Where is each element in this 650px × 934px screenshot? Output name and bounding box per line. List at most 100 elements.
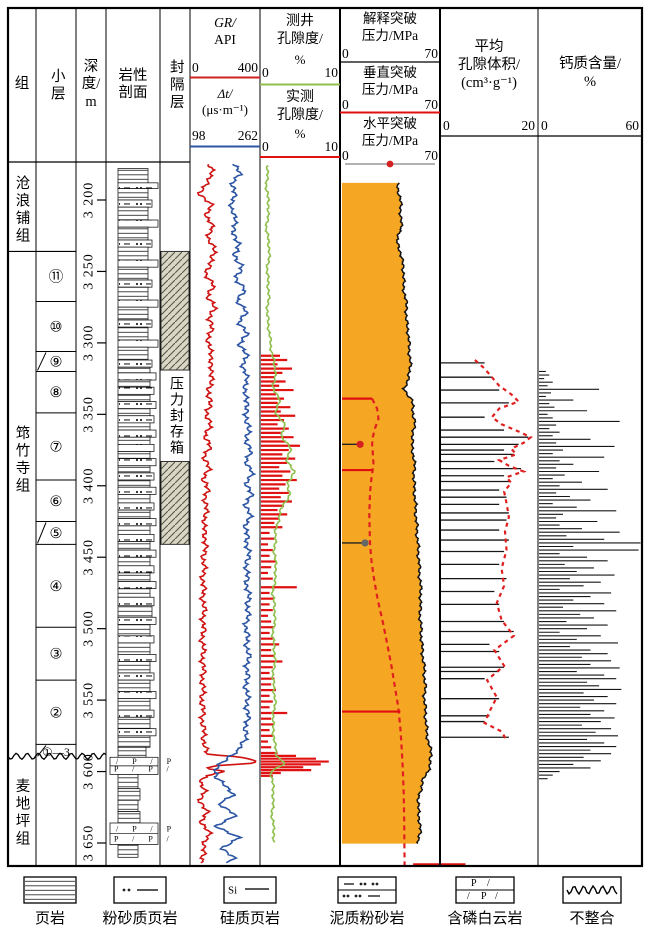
depth-header-line2: 度/	[81, 76, 101, 93]
sublayer-label: ⑩	[50, 319, 63, 335]
p-vert-scale: 0 70	[342, 98, 438, 112]
sublayer-label: ⑦	[50, 439, 63, 455]
gr-scale-min: 0	[192, 60, 199, 75]
legend-p-glyph: /	[467, 891, 470, 902]
depth-tick-label: 3 650	[82, 825, 97, 862]
outer-frame	[6, 6, 644, 868]
pore-vol-title3: (cm³·g⁻¹)	[461, 75, 517, 92]
por-meas-title1: 实测	[286, 90, 314, 105]
formation-name-0: 沧浪铺组	[13, 175, 30, 245]
por-meas-max: 10	[324, 139, 339, 154]
legend-si-glyph: Si	[228, 885, 237, 897]
p-horiz-max: 70	[424, 148, 439, 163]
p-vert-title2: 压力/MPa	[361, 81, 419, 97]
pore-vol-min: 0	[443, 118, 450, 133]
p-horiz-title1: 水平突破	[363, 116, 417, 131]
calcium-title2: %	[583, 74, 597, 91]
dt-unit: (μs·m⁻¹)	[202, 102, 248, 118]
legend-label-muddy-siltstone: 泥质粉砂岩	[329, 911, 405, 927]
pore-vol-title2: 孔隙体积/	[457, 57, 521, 74]
lithology-header-line2: 剖面	[118, 85, 148, 101]
legend-p-glyph: P	[481, 891, 487, 902]
formation-name-2: 麦地坪组	[13, 778, 30, 848]
gr-scale-max: 400	[237, 60, 258, 75]
calcium-min: 0	[541, 118, 548, 133]
por-log-pct-label: %	[294, 52, 306, 67]
legend: SiP//P /	[23, 876, 622, 904]
calcium-header: 钙质含量/ %	[538, 55, 642, 91]
p-horiz-scale-dot	[386, 160, 394, 168]
breakthrough-pressure-curve	[395, 182, 434, 845]
seal-hatch-box	[160, 460, 190, 545]
legend-label-silty-shale: 粉砂质页岩	[102, 911, 178, 927]
legend-box-siliceous-shale	[223, 876, 277, 904]
pore-vol-title1: 平均	[474, 39, 504, 55]
por-meas-header-title: 实测 孔隙度/	[260, 89, 340, 124]
por-log-title2: 孔隙度/	[277, 31, 323, 47]
dt-scale-min: 98	[192, 128, 206, 143]
legend-p-glyph: /	[487, 878, 490, 889]
dolomite-pattern-text: P / P /	[114, 764, 175, 773]
legend-label-siliceous-shale: 硅质页岩	[219, 911, 281, 927]
p-interp-header: 解释突破 压力/MPa	[340, 11, 440, 45]
depth-tick-label: 3 400	[82, 468, 97, 505]
sublayer-label: ⑨	[50, 354, 63, 370]
pore-volume-lines	[441, 362, 529, 738]
dt-scale: 98 262	[192, 129, 258, 143]
sublayer-label: ⑥	[50, 494, 63, 510]
depth-tick-label: 3 450	[82, 539, 97, 576]
legend-wavy	[566, 884, 618, 896]
legend-label-unconformity: 不整合	[569, 911, 615, 927]
depth-tick-label: 3 600	[82, 753, 97, 790]
por-log-scale: 0 10	[262, 66, 338, 80]
legend-label-shale: 页岩	[34, 911, 66, 927]
p-interp-title1: 解释突破	[363, 11, 417, 26]
por-log-header-title: 测井 孔隙度/	[260, 13, 340, 48]
sublayer-label: ⑪	[49, 268, 64, 285]
formation-label-canglangpu: 沧浪铺组	[9, 168, 35, 252]
dt-title: Δt/	[217, 86, 233, 101]
formation-name-1: 筇竹寺组	[13, 425, 30, 495]
p-vert-header: 垂直突破 压力/MPa	[340, 65, 440, 99]
sublayer-label: ⑤	[50, 526, 63, 542]
legend-label-phos-dolomite: 含磷白云岩	[447, 911, 523, 927]
dt-curve	[212, 163, 257, 864]
dolomite-pattern-text: / P / P	[116, 757, 177, 766]
depth-tick-label: 3 550	[82, 682, 97, 719]
sublayer-pinchout-slant	[37, 745, 47, 757]
seal-hatch-box	[160, 250, 190, 371]
depth-tick-label: 3 250	[82, 253, 97, 290]
por-meas-min: 0	[262, 139, 269, 154]
depth-tick-label: 3 500	[82, 610, 97, 647]
col-header-depth: 深 度/ m	[76, 8, 106, 162]
breakthrough-pressure-fill	[342, 182, 433, 844]
pore-vol-max: 20	[521, 118, 536, 133]
calcium-scale: 0 60	[541, 119, 639, 133]
unconformity-wavy-line	[7, 752, 107, 761]
sublayer-label: ③	[50, 647, 63, 663]
legend-p-glyph: P	[471, 878, 477, 889]
por-log-percent: %	[260, 52, 340, 68]
dt-scale-max: 262	[237, 128, 258, 143]
measured-porosity-bars	[261, 354, 329, 777]
por-meas-percent: %	[260, 126, 340, 142]
por-meas-pct-label: %	[294, 126, 306, 141]
p-vert-min: 0	[342, 97, 349, 112]
p-horiz-min: 0	[342, 148, 349, 163]
legend-p-glyph: /	[495, 891, 498, 902]
por-log-min: 0	[262, 65, 269, 80]
dolomite-pattern-text: P / P /	[114, 834, 175, 843]
pore-vol-header: 平均 孔隙体积/ (cm³·g⁻¹)	[440, 38, 538, 92]
col-header-seal-label: 封隔层	[167, 58, 184, 112]
p-horiz-title2: 压力/MPa	[361, 132, 419, 148]
col-header-sublayer-label: 小层	[48, 67, 65, 103]
p-horiz-scale: 0 70	[342, 149, 438, 163]
p-interp-scale: 0 70	[342, 47, 438, 61]
p-vert-title1: 垂直突破	[363, 65, 417, 80]
breakthrough-trend-dashed	[368, 398, 406, 866]
sublayer-label: ①—3	[42, 747, 70, 759]
col-header-seal: 封隔层	[160, 8, 190, 162]
calcium-bars	[539, 370, 641, 780]
gr-scale: 0 400	[192, 61, 258, 75]
